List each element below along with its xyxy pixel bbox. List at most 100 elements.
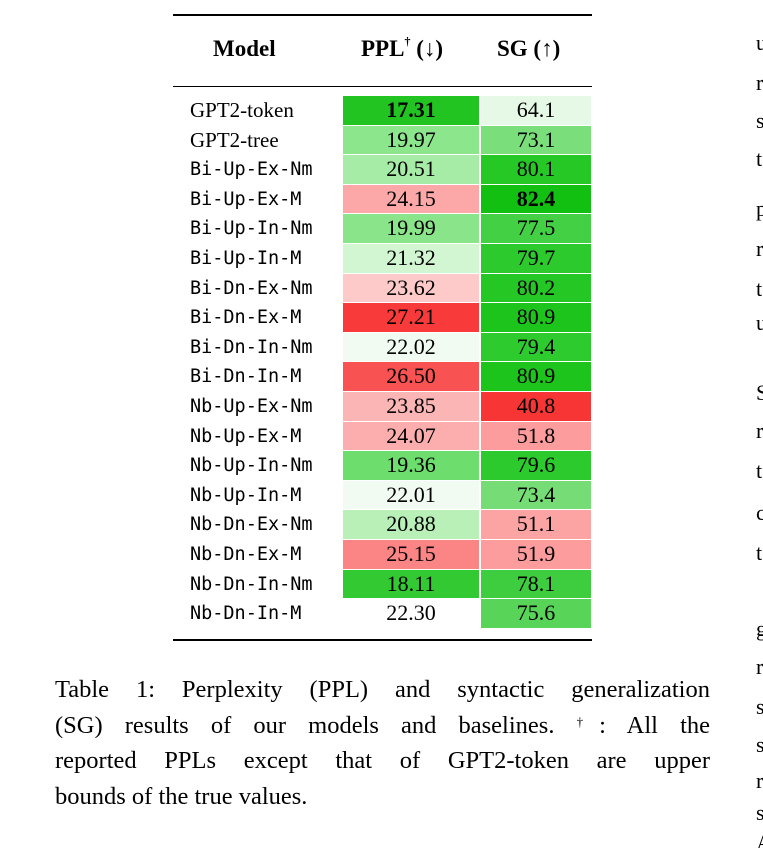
model-name-cell: Bi-Dn-Ex-M: [190, 307, 302, 329]
table-row: Nb-Dn-Ex-M 25.15 51.9: [173, 539, 592, 570]
caption-dagger: †: [576, 713, 600, 729]
fragment-letter: r: [756, 236, 763, 261]
sg-cell: 64.1: [481, 96, 591, 125]
ppl-cell: 23.85: [343, 391, 479, 421]
model-name-cell: Nb-Up-In-Nm: [190, 455, 313, 477]
sg-cell: 79.6: [481, 451, 591, 480]
ppl-cell: 19.36: [343, 451, 479, 480]
ppl-cell: 25.15: [343, 539, 479, 569]
fragment-letter: S: [756, 380, 763, 405]
model-name-cell: Nb-Up-Ex-Nm: [190, 395, 313, 417]
table-row: Nb-Dn-In-Nm 18.11 78.1: [173, 569, 592, 600]
model-name-cell: Nb-Up-In-M: [190, 484, 302, 506]
fragment-letter: s: [756, 732, 763, 757]
fragment-letter: r: [756, 418, 763, 443]
table-row: Bi-Up-Ex-Nm 20.51 80.1: [173, 155, 592, 185]
table-bottom-rule: [173, 639, 592, 641]
caption-line-2: (SG) results of our models and baselines…: [55, 708, 710, 744]
sg-cell: 75.6: [481, 599, 591, 628]
ppl-cell: 23.62: [343, 273, 479, 303]
table-row: Nb-Up-Ex-M 24.07 51.8: [173, 421, 592, 452]
sg-cell: 79.4: [481, 332, 591, 362]
model-name-cell: Bi-Up-Ex-Nm: [190, 159, 313, 181]
model-name-cell: GPT2-token: [190, 98, 294, 122]
adjacent-column-fragment: urstprtuSrtctgrssrsA: [752, 0, 763, 848]
model-name-cell: Bi-Up-Ex-M: [190, 188, 302, 210]
header-ppl-arrow: (↓): [416, 36, 444, 61]
fragment-letter: t: [756, 458, 763, 483]
fragment-letter: r: [756, 70, 763, 95]
model-name-cell: Bi-Dn-Ex-Nm: [190, 277, 313, 299]
fragment-letter: g: [756, 616, 763, 641]
sg-cell: 73.4: [481, 480, 591, 510]
fragment-letter: p: [756, 196, 763, 221]
table-row: Bi-Dn-In-M 26.50 80.9: [173, 362, 592, 392]
ppl-cell: 20.51: [343, 155, 479, 184]
fragment-letter: s: [756, 800, 763, 825]
table-body: GPT2-token 17.31 64.1 GPT2-tree 19.97 73.1 Bi-…: [173, 96, 592, 629]
table-row: Bi-Up-In-M 21.32 79.7: [173, 243, 592, 274]
table-row: Bi-Dn-Ex-Nm 23.62 80.2: [173, 273, 592, 304]
fragment-letter: r: [756, 768, 763, 793]
table-row: Bi-Dn-In-Nm 22.02 79.4: [173, 332, 592, 363]
table-row: Nb-Up-In-M 22.01 73.4: [173, 480, 592, 511]
fragment-letter: s: [756, 694, 763, 719]
fragment-letter: t: [756, 540, 763, 565]
table-row: Bi-Up-Ex-M 24.15 82.4: [173, 184, 592, 215]
caption-line-1: Table 1: Perplexity (PPL) and syntactic …: [55, 676, 710, 703]
header-sg: SG (↑): [497, 36, 561, 61]
ppl-cell: 24.07: [343, 421, 479, 451]
sg-cell: 51.9: [481, 539, 591, 569]
ppl-cell: 27.21: [343, 303, 479, 332]
model-name-cell: Nb-Dn-In-M: [190, 603, 302, 625]
model-name-cell: Nb-Dn-Ex-Nm: [190, 514, 313, 536]
model-name-cell: GPT2-tree: [190, 127, 279, 152]
table-row: Bi-Up-In-Nm 19.99 77.5: [173, 214, 592, 244]
ppl-cell: 21.32: [343, 243, 479, 273]
model-name-cell: Nb-Up-Ex-M: [190, 425, 302, 447]
sg-cell: 51.1: [481, 510, 591, 539]
header-ppl: PPL† (↓): [361, 34, 444, 62]
fragment-letter: r: [756, 654, 763, 679]
sg-cell: 77.5: [481, 214, 591, 243]
header-ppl-label: PPL: [361, 36, 405, 61]
header-model: Model: [213, 36, 276, 61]
caption-line-4: bounds of the true values.: [55, 782, 308, 810]
sg-cell: 82.4: [481, 184, 591, 214]
table-row: Bi-Dn-Ex-M 27.21 80.9: [173, 303, 592, 333]
ppl-cell: 22.01: [343, 480, 479, 510]
ppl-cell: 22.30: [343, 599, 479, 628]
fragment-letter: u: [756, 30, 763, 55]
ppl-cell: 26.50: [343, 362, 479, 391]
model-name-cell: Bi-Up-In-M: [190, 247, 302, 269]
ppl-cell: 20.88: [343, 510, 479, 539]
table-row: GPT2-token 17.31 64.1: [173, 96, 592, 126]
sg-cell: 73.1: [481, 125, 591, 155]
ppl-cell: 17.31: [343, 96, 479, 125]
caption-line-2b: : All the: [599, 711, 711, 739]
model-name-cell: Nb-Dn-Ex-M: [190, 543, 302, 565]
model-name-cell: Nb-Dn-In-Nm: [190, 573, 313, 595]
sg-cell: 51.8: [481, 421, 591, 451]
model-name-cell: Bi-Dn-In-M: [190, 366, 302, 388]
table-row: Nb-Dn-Ex-Nm 20.88 51.1: [173, 510, 592, 540]
ppl-cell: 22.02: [343, 332, 479, 362]
fragment-letter: A: [756, 830, 763, 848]
ppl-cell: 24.15: [343, 184, 479, 214]
fragment-letter: t: [756, 146, 763, 171]
fragment-letter: t: [756, 276, 763, 301]
table-row: Nb-Up-In-Nm 19.36 79.6: [173, 451, 592, 481]
sg-cell: 80.9: [481, 362, 591, 391]
caption-line-2a: (SG) results of our models and baselines…: [55, 711, 555, 739]
fragment-letter: u: [756, 310, 763, 335]
fragment-letter: c: [756, 500, 763, 525]
sg-cell: 79.7: [481, 243, 591, 273]
sg-cell: 40.8: [481, 391, 591, 421]
model-name-cell: Bi-Dn-In-Nm: [190, 336, 313, 358]
sg-cell: 80.2: [481, 273, 591, 303]
caption-line-3: reported PPLs except that of GPT2-token …: [55, 747, 710, 774]
fragment-letter: s: [756, 108, 763, 133]
sg-cell: 80.1: [481, 155, 591, 184]
ppl-cell: 19.97: [343, 125, 479, 155]
sg-cell: 80.9: [481, 303, 591, 332]
